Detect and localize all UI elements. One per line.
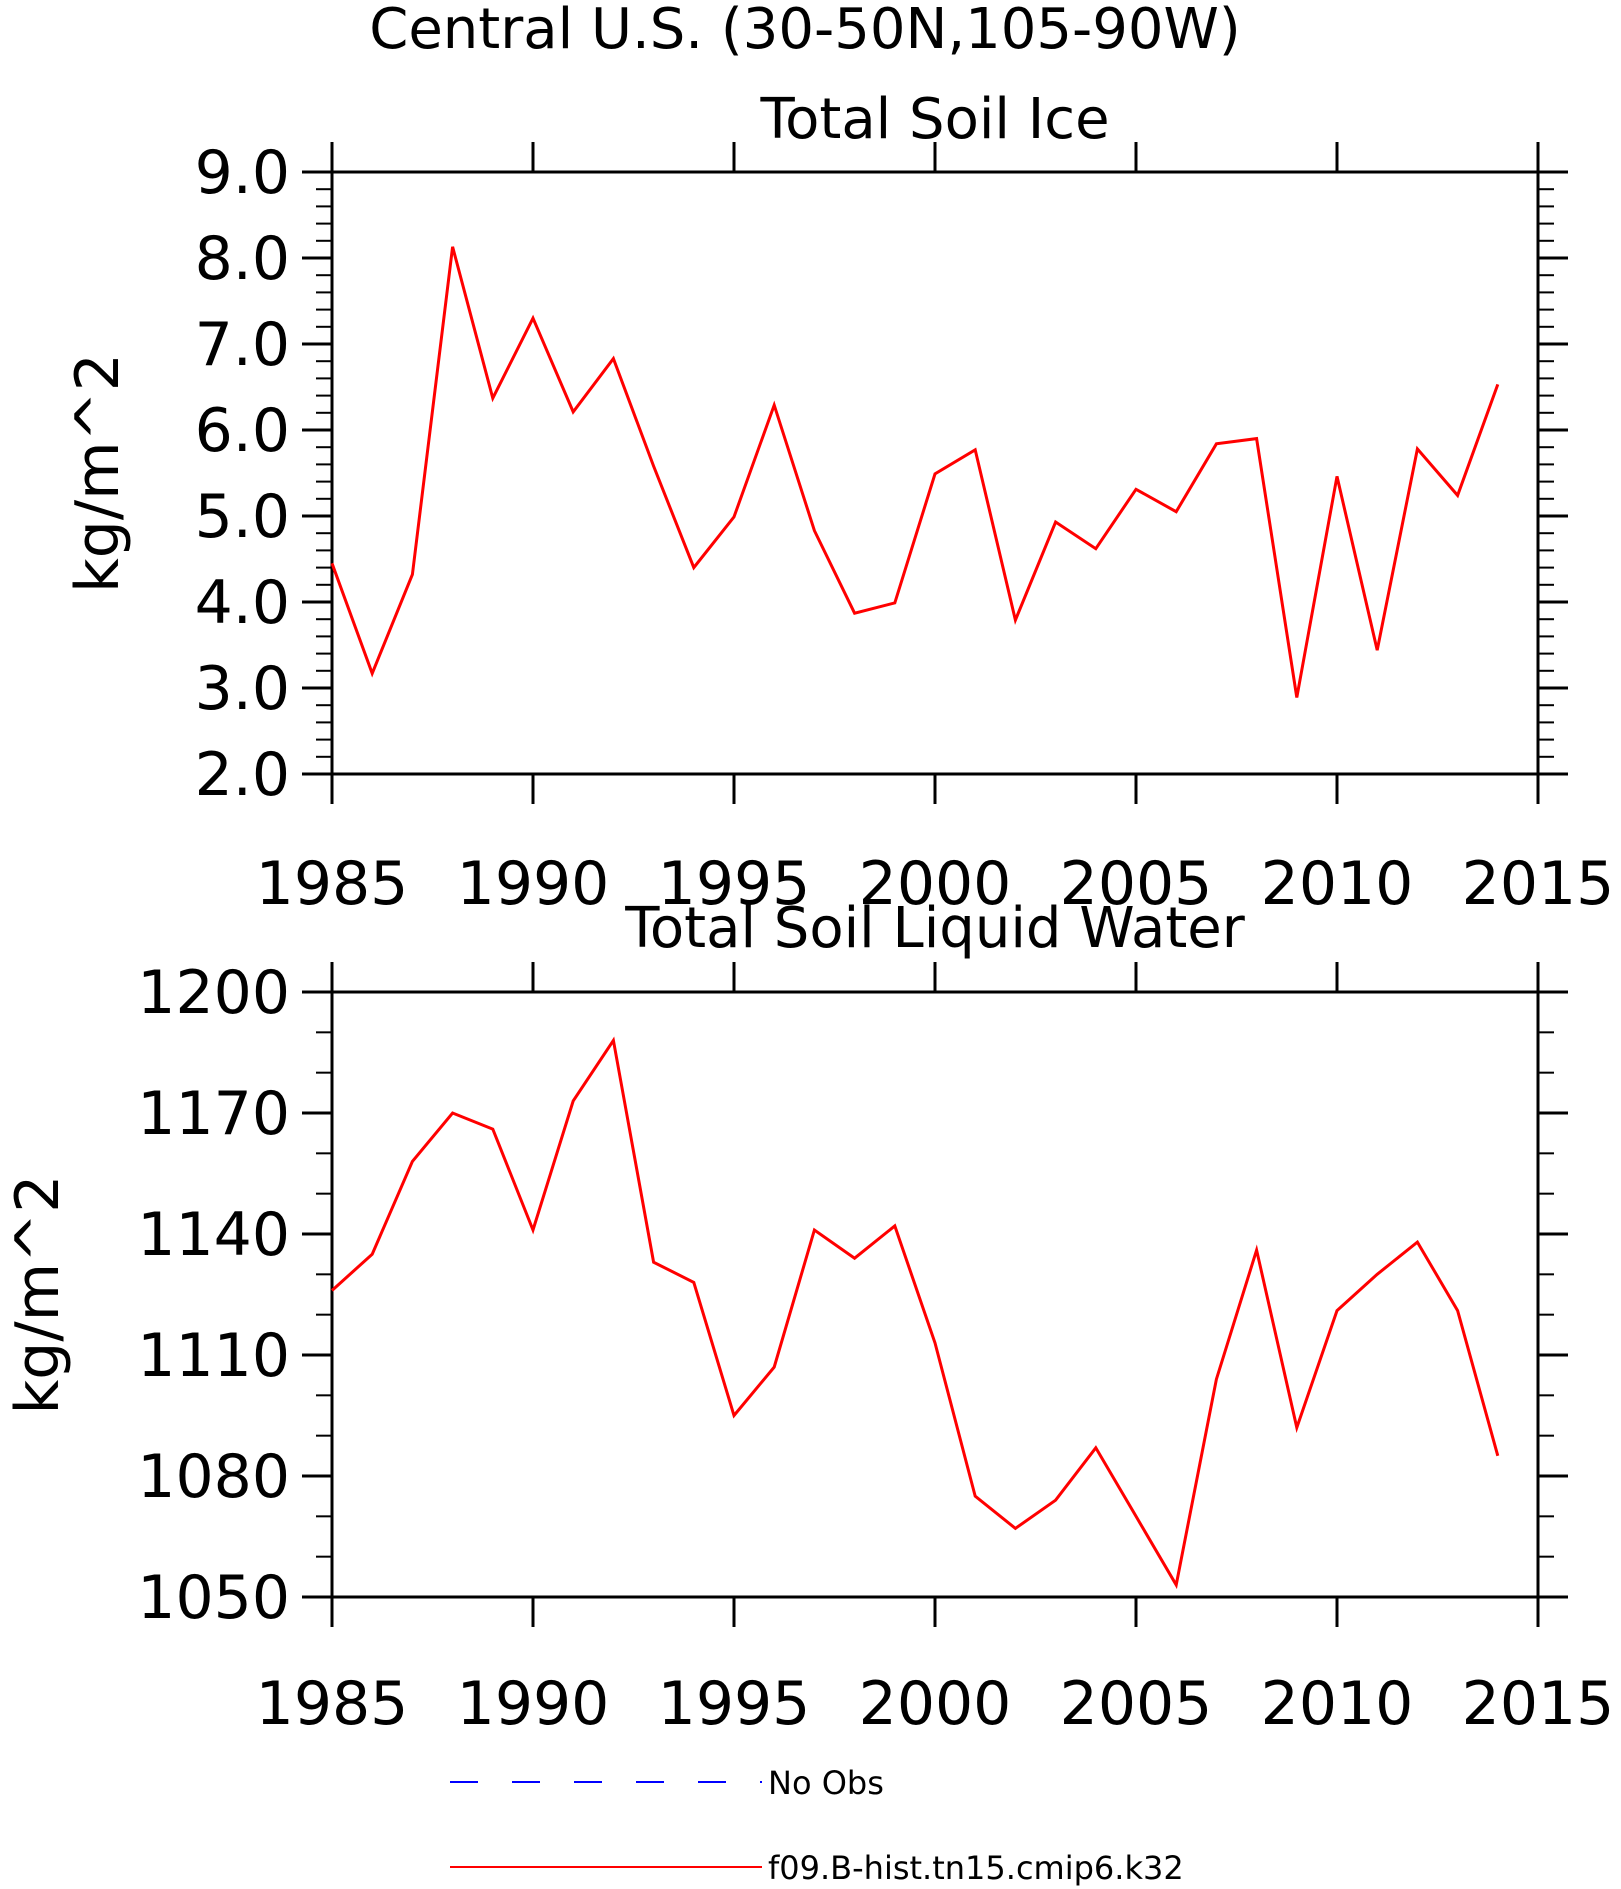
y-axis-label: kg/m^2 <box>63 353 133 593</box>
x-tick-label: 1990 <box>457 849 610 919</box>
legend-label-1: No Obs <box>768 1764 884 1802</box>
panel-title: Total Soil Liquid Water <box>624 896 1246 961</box>
panel-title: Total Soil Ice <box>759 87 1109 152</box>
chart-panel-2: Total Soil Liquid Water kg/m^2 1985 1990 199… <box>3 896 1614 1739</box>
y-tick-label: 1110 <box>137 1321 290 1391</box>
plot-frame <box>330 990 1540 1599</box>
x-tick-label: 2000 <box>859 1669 1012 1739</box>
x-tick-label: 2010 <box>1261 1669 1414 1739</box>
x-tick-label: 1990 <box>457 1669 610 1739</box>
y-tick-label: 1050 <box>137 1563 290 1633</box>
legend: No Obs f09.B-hist.tn15.cmip6.k32 <box>450 1764 1184 1887</box>
x-tick-label: 2015 <box>1462 849 1615 919</box>
x-tick-label: 1995 <box>658 849 811 919</box>
y-tick-label: 7.0 <box>195 310 290 380</box>
x-tick-label: 1995 <box>658 1669 811 1739</box>
x-tick-label: 2000 <box>859 849 1012 919</box>
y-tick-label: 6.0 <box>195 396 290 466</box>
x-tick-label: 1985 <box>256 1669 409 1739</box>
y-tick-label: 4.0 <box>195 568 290 638</box>
y-axis-label: kg/m^2 <box>3 1175 73 1415</box>
y-tick-label: 1140 <box>137 1200 290 1270</box>
x-tick-label: 2010 <box>1261 849 1414 919</box>
y-tick-label: 3.0 <box>195 654 290 724</box>
y-tick-label: 1080 <box>137 1442 290 1512</box>
x-tick-label: 2005 <box>1060 849 1213 919</box>
series-line-1 <box>330 1036 1500 1590</box>
y-tick-label: 5.0 <box>195 482 290 552</box>
y-tick-label: 1170 <box>137 1079 290 1149</box>
series-line-1 <box>330 246 1500 698</box>
y-tick-label: 1200 <box>137 958 290 1028</box>
chart-panel-1: Total Soil Ice kg/m^2 1985 1990 1995 2000 2005… <box>63 87 1614 919</box>
x-tick-label: 1985 <box>256 849 409 919</box>
figure-title: Central U.S. (30-50N,105-90W) <box>369 0 1240 62</box>
y-tick-label: 9.0 <box>195 138 290 208</box>
y-tick-label: 2.0 <box>195 740 290 810</box>
x-tick-label: 2015 <box>1462 1669 1615 1739</box>
legend-label-2: f09.B-hist.tn15.cmip6.k32 <box>768 1849 1184 1887</box>
y-tick-label: 8.0 <box>195 224 290 294</box>
x-tick-label: 2005 <box>1060 1669 1213 1739</box>
